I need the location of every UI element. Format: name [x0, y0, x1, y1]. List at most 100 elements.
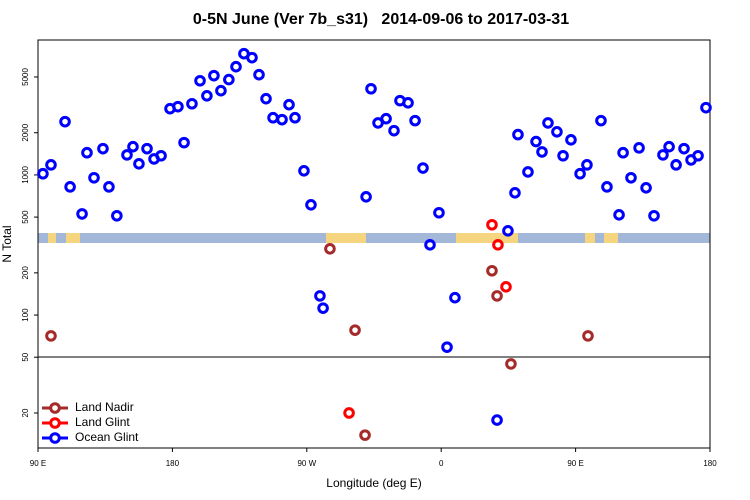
- point: [441, 341, 453, 353]
- plot-frame: [37, 39, 711, 449]
- point: [223, 73, 235, 86]
- land-patch: [604, 233, 618, 243]
- point: [617, 146, 629, 159]
- point: [155, 149, 167, 162]
- point: [103, 181, 115, 193]
- point: [491, 414, 503, 426]
- point: [37, 167, 49, 180]
- point: [509, 187, 521, 199]
- point: [502, 225, 514, 237]
- point: [670, 159, 682, 171]
- y-tick-label: 1000: [21, 165, 30, 183]
- point: [298, 165, 310, 177]
- point: [486, 218, 498, 231]
- point: [582, 330, 594, 342]
- y-tick-label: 2000: [21, 123, 30, 141]
- point: [230, 60, 242, 73]
- surface-strip: [38, 233, 710, 243]
- x-tick-label: 180: [166, 459, 180, 468]
- point: [133, 158, 145, 170]
- point: [121, 149, 133, 161]
- point: [613, 209, 625, 221]
- point: [208, 69, 220, 82]
- point: [388, 124, 400, 137]
- point: [692, 149, 704, 162]
- x-axis-label: Longitude (deg E): [326, 476, 421, 490]
- chart-title: 0-5N June (Ver 7b_s31) 2014-09-06 to 201…: [193, 11, 569, 28]
- point: [289, 111, 301, 124]
- y-tick-label: 100: [21, 308, 30, 322]
- point: [565, 134, 577, 146]
- point: [343, 407, 355, 419]
- land-patch: [326, 233, 366, 243]
- point: [505, 358, 517, 370]
- point: [409, 114, 421, 127]
- point: [81, 146, 93, 159]
- land-patch: [66, 233, 80, 243]
- point: [201, 89, 213, 102]
- point: [486, 264, 498, 277]
- point: [76, 208, 88, 220]
- point: [360, 190, 372, 203]
- land-patch: [48, 233, 56, 243]
- point: [141, 142, 153, 155]
- y-axis-label: N Total: [0, 225, 14, 262]
- y-tick-label: 500: [21, 210, 30, 224]
- plot-area: 90 E 180 90 W 0 90 E 180 20 50 100 200 500 1000 2000…: [21, 47, 717, 468]
- point: [253, 68, 265, 81]
- point: [640, 182, 652, 194]
- point: [260, 92, 272, 105]
- legend-label: Land Nadir: [75, 400, 134, 414]
- legend-marker: [49, 417, 61, 429]
- x-tick-label: 90 W: [297, 459, 316, 468]
- point: [633, 142, 645, 154]
- y-tick-label: 20: [21, 408, 30, 417]
- x-tick-label: 0: [439, 459, 444, 468]
- ocean-strip: [38, 233, 710, 243]
- point: [657, 149, 669, 161]
- legend-label: Ocean Glint: [75, 430, 139, 444]
- point: [663, 140, 675, 153]
- point: [349, 324, 361, 336]
- point: [194, 74, 206, 87]
- point: [267, 111, 279, 124]
- point: [551, 126, 563, 138]
- point: [97, 142, 109, 155]
- point: [700, 101, 712, 114]
- point: [530, 135, 542, 148]
- point: [417, 162, 429, 174]
- point: [581, 159, 593, 171]
- point: [424, 239, 436, 251]
- point: [172, 100, 184, 113]
- point: [317, 302, 329, 314]
- point: [557, 149, 569, 162]
- point: [59, 115, 71, 128]
- point: [45, 330, 57, 342]
- point: [491, 290, 503, 302]
- legend-marker: [49, 402, 61, 414]
- point: [305, 198, 317, 211]
- point: [595, 114, 607, 127]
- point: [178, 136, 190, 149]
- point: [648, 209, 660, 222]
- point: [625, 171, 637, 184]
- point: [380, 112, 392, 125]
- point: [402, 97, 414, 109]
- point: [88, 171, 100, 184]
- legend-label: Land Glint: [75, 415, 130, 429]
- point: [492, 239, 504, 251]
- point: [512, 128, 524, 141]
- point: [111, 209, 123, 222]
- y-tick-label: 200: [21, 266, 30, 280]
- x-tick-label: 90 E: [567, 459, 583, 468]
- point: [601, 181, 613, 193]
- point: [522, 166, 534, 178]
- legend-marker: [49, 432, 61, 444]
- land-patch: [585, 233, 595, 243]
- point: [283, 98, 295, 111]
- point: [45, 159, 57, 171]
- point: [574, 167, 586, 180]
